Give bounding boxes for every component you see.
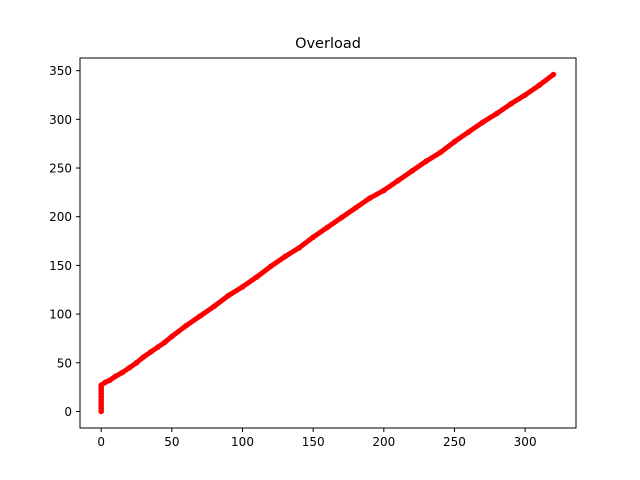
y-tick-label: 50 bbox=[57, 356, 72, 370]
data-point bbox=[409, 168, 415, 174]
data-point bbox=[147, 349, 154, 355]
x-tick-label: 100 bbox=[231, 435, 254, 449]
data-point bbox=[119, 369, 126, 376]
x-tick-label: 150 bbox=[302, 435, 325, 449]
data-point bbox=[102, 379, 109, 386]
data-point bbox=[324, 224, 331, 231]
data-point bbox=[154, 344, 161, 350]
plot-area-frame bbox=[79, 57, 577, 429]
data-point bbox=[161, 339, 168, 346]
x-tick-label: 250 bbox=[443, 435, 466, 449]
y-tick-label: 350 bbox=[49, 64, 72, 78]
data-point bbox=[126, 364, 133, 371]
y-tick-label: 250 bbox=[49, 162, 72, 176]
data-point bbox=[169, 333, 175, 340]
data-points bbox=[98, 71, 557, 415]
chart-title: Overload bbox=[295, 36, 361, 52]
data-point bbox=[140, 354, 147, 360]
data-point bbox=[310, 234, 316, 240]
data-point bbox=[451, 138, 458, 145]
data-point bbox=[225, 292, 232, 299]
x-tick-label: 50 bbox=[164, 435, 179, 449]
data-point bbox=[536, 82, 543, 89]
y-tick-label: 200 bbox=[49, 210, 72, 224]
data-point bbox=[267, 263, 274, 270]
y-tick-label: 300 bbox=[49, 113, 72, 127]
data-point bbox=[508, 100, 514, 107]
data-point bbox=[352, 205, 359, 211]
data-point bbox=[465, 129, 472, 135]
y-axis: 0 50 100 150 200 250 300 350 bbox=[49, 64, 80, 419]
data-point bbox=[395, 177, 401, 184]
data-point bbox=[550, 71, 557, 78]
x-tick-label: 200 bbox=[372, 435, 395, 449]
data-point bbox=[479, 119, 486, 126]
data-point bbox=[494, 110, 500, 117]
data-point bbox=[183, 322, 189, 329]
data-point bbox=[437, 149, 444, 156]
y-tick-label: 100 bbox=[49, 308, 72, 322]
x-tick-label: 0 bbox=[97, 435, 105, 449]
data-point bbox=[338, 214, 345, 221]
data-point bbox=[211, 303, 218, 310]
x-axis: 0 50 100 150 200 250 300 bbox=[97, 428, 537, 449]
data-point bbox=[197, 313, 203, 319]
data-point bbox=[423, 158, 430, 165]
data-point bbox=[366, 195, 373, 202]
data-point bbox=[106, 377, 113, 384]
data-point bbox=[239, 284, 246, 290]
data-point bbox=[282, 253, 288, 260]
data-point bbox=[112, 373, 119, 380]
data-point bbox=[381, 187, 387, 194]
data-point bbox=[522, 92, 528, 98]
data-point bbox=[253, 274, 260, 280]
x-tick-label: 300 bbox=[514, 435, 537, 449]
data-point bbox=[98, 382, 104, 388]
y-tick-label: 150 bbox=[49, 259, 72, 273]
data-point bbox=[133, 359, 140, 366]
y-tick-label: 0 bbox=[64, 405, 72, 419]
data-point bbox=[296, 245, 302, 251]
